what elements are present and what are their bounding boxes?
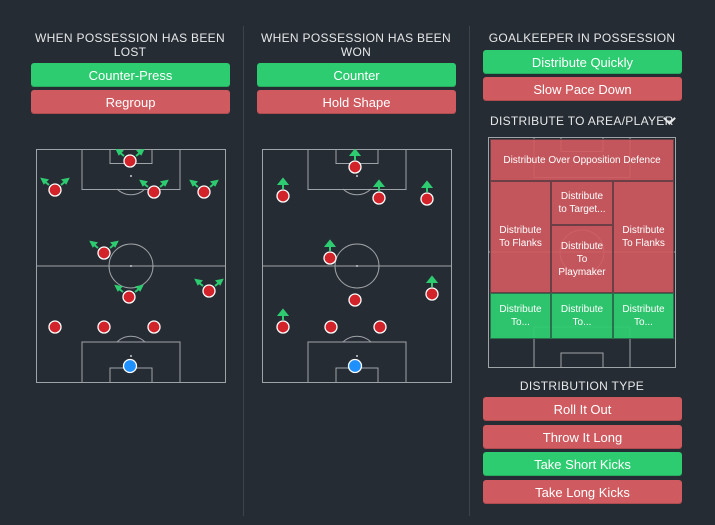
take-short-kicks-button[interactable]: Take Short Kicks [483,452,682,476]
hold-shape-button[interactable]: Hold Shape [257,90,456,114]
lost-heading: WHEN POSSESSION HAS BEEN LOST [35,31,225,59]
zone-to-center[interactable]: Distribute To... [551,293,613,339]
take-long-kicks-button[interactable]: Take Long Kicks [483,480,682,504]
roll-it-out-button[interactable]: Roll It Out [483,397,682,421]
goalkeeper-marker [347,358,363,374]
throw-it-long-button[interactable]: Throw It Long [483,425,682,449]
counter-arrows [276,149,439,320]
distribute-quickly-button[interactable]: Distribute Quickly [483,50,682,74]
zone-over-defence[interactable]: Distribute Over Opposition Defence [490,139,674,181]
distribution-type-heading: DISTRIBUTION TYPE [519,379,645,393]
zone-to-left[interactable]: Distribute To... [490,293,551,339]
zone-flanks-right[interactable]: Distribute To Flanks [613,181,674,293]
goalkeeper-marker [122,358,138,374]
distribution-pitch: Distribute Over Opposition Defence Distr… [488,137,676,368]
counter-button[interactable]: Counter [257,63,456,87]
player-markers [276,160,439,374]
won-heading: WHEN POSSESSION HAS BEEN WON [261,31,451,59]
player-marker [48,154,216,334]
counter-press-button[interactable]: Counter-Press [31,63,230,87]
lost-pitch [36,149,226,383]
slow-pace-down-button[interactable]: Slow Pace Down [483,77,682,101]
zone-target[interactable]: Distribute to Target... [551,181,613,225]
column-divider [243,26,244,516]
player-marker [276,160,439,334]
zone-flanks-left[interactable]: Distribute To Flanks [490,181,551,293]
zone-playmaker[interactable]: Distribute To Playmaker [551,225,613,293]
distribute-to-dropdown[interactable]: DISTRIBUTE TO AREA/PLAYER [490,114,674,128]
won-pitch [262,149,452,383]
regroup-button[interactable]: Regroup [31,90,230,114]
column-divider [469,26,470,516]
player-markers [48,154,216,374]
goalkeeper-heading: GOALKEEPER IN POSSESSION [488,31,676,45]
zone-to-right[interactable]: Distribute To... [613,293,674,339]
counter-press-arrows [40,149,224,293]
